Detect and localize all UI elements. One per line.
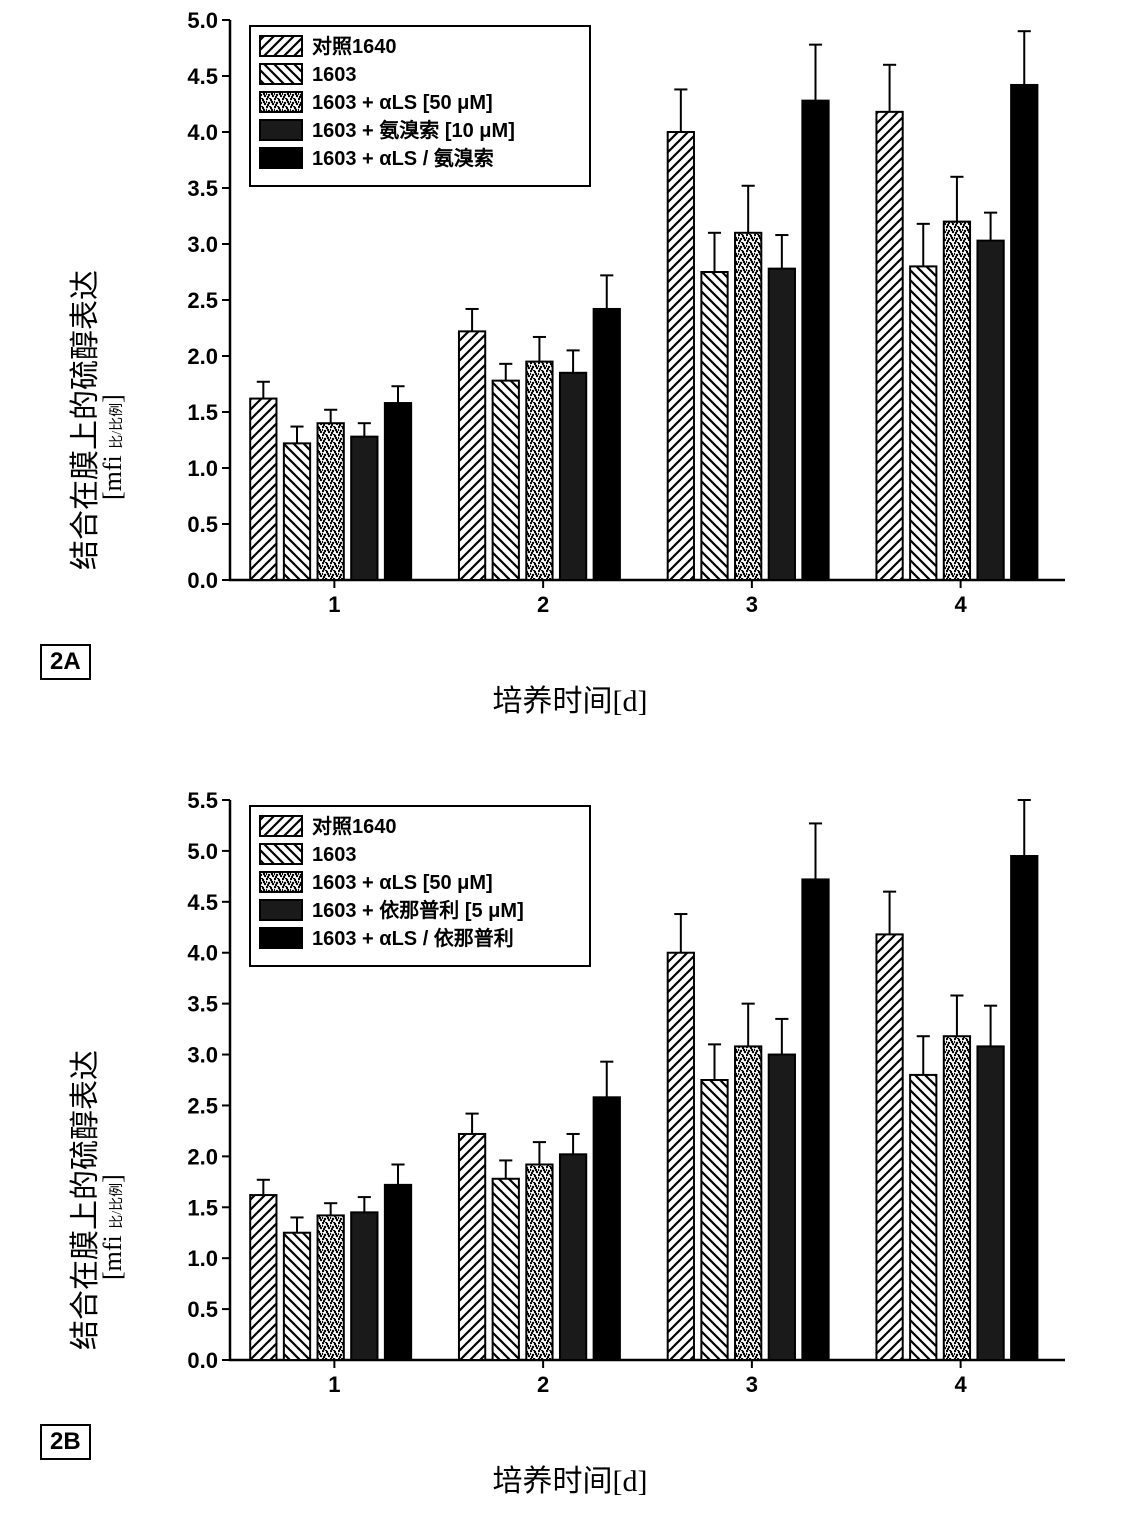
svg-text:0.5: 0.5 — [187, 512, 218, 537]
svg-text:4: 4 — [955, 592, 968, 617]
svg-text:1603: 1603 — [312, 844, 357, 866]
panel-2b: 结合在膜上的硫醇表达 [mfi 比/比例] 0.0 0.5 1.0 1.5 2.0 2.5… — [40, 780, 1100, 1500]
page: 结合在膜上的硫醇表达 [mfi 比/比例] 0.0 0.5 1.0 1.5 2.0 2.5… — [0, 0, 1147, 1535]
svg-text:3.5: 3.5 — [187, 176, 218, 201]
svg-text:0.0: 0.0 — [187, 1348, 218, 1373]
x-axis-label-a: 培养时间[d] — [40, 676, 1100, 720]
svg-text:1.5: 1.5 — [187, 400, 218, 425]
plot-area-b: 0.0 0.5 1.0 1.5 2.0 2.5 3.0 3.5 4.0 4.5 5.0 5.5 1 2 3 4… — [170, 790, 1080, 1410]
svg-text:4.0: 4.0 — [187, 120, 218, 145]
svg-text:1603 + αLS / 氨溴索: 1603 + αLS / 氨溴索 — [312, 146, 494, 170]
svg-text:1603 + αLS / 依那普利: 1603 + αLS / 依那普利 — [312, 926, 514, 950]
svg-text:5.5: 5.5 — [187, 788, 218, 813]
svg-text:3.5: 3.5 — [187, 992, 218, 1017]
svg-text:4.5: 4.5 — [187, 64, 218, 89]
y-unit-suffix-a: ] — [98, 394, 127, 403]
y-axis-unit-a: [mfi 比/比例] — [98, 394, 128, 500]
svg-text:1603 + αLS [50 μM]: 1603 + αLS [50 μM] — [312, 92, 493, 114]
y-unit-small-a: 比/比例 — [110, 403, 125, 449]
svg-text:0.5: 0.5 — [187, 1297, 218, 1322]
svg-text:3.0: 3.0 — [187, 232, 218, 257]
svg-text:4: 4 — [955, 1372, 968, 1397]
svg-text:2.5: 2.5 — [187, 1093, 218, 1118]
svg-text:3: 3 — [746, 1372, 758, 1397]
x-label-text-b: 培养时间[d] — [493, 1465, 648, 1498]
svg-text:1: 1 — [328, 1372, 340, 1397]
svg-text:2.5: 2.5 — [187, 288, 218, 313]
svg-text:1.0: 1.0 — [187, 456, 218, 481]
svg-text:4.5: 4.5 — [187, 890, 218, 915]
x-label-text-a: 培养时间[d] — [493, 685, 648, 718]
svg-text:3: 3 — [746, 592, 758, 617]
svg-text:4.0: 4.0 — [187, 941, 218, 966]
panel-label-box-b: 2B — [40, 1424, 91, 1460]
y-axis-unit-b: [mfi 比/比例] — [98, 1174, 128, 1280]
panel-label-box-a: 2A — [40, 644, 91, 680]
svg-text:1: 1 — [328, 592, 340, 617]
svg-text:5.0: 5.0 — [187, 839, 218, 864]
panel-2a: 结合在膜上的硫醇表达 [mfi 比/比例] 0.0 0.5 1.0 1.5 2.0 2.5… — [40, 0, 1100, 720]
svg-text:2: 2 — [537, 592, 549, 617]
svg-text:对照1640: 对照1640 — [312, 34, 397, 58]
x-axis-label-b: 培养时间[d] — [40, 1456, 1100, 1500]
svg-text:0.0: 0.0 — [187, 568, 218, 593]
chart-svg-a: 0.0 0.5 1.0 1.5 2.0 2.5 3.0 3.5 4.0 4.5 5.0 1 2 3 4 对照1… — [170, 10, 1080, 630]
y-unit-prefix-b: [mfi — [98, 1229, 127, 1280]
svg-text:5.0: 5.0 — [187, 8, 218, 33]
svg-text:3.0: 3.0 — [187, 1043, 218, 1068]
plot-area-a: 0.0 0.5 1.0 1.5 2.0 2.5 3.0 3.5 4.0 4.5 5.0 1 2 3 4 对照1… — [170, 10, 1080, 630]
chart-svg-b: 0.0 0.5 1.0 1.5 2.0 2.5 3.0 3.5 4.0 4.5 5.0 5.5 1 2 3 4… — [170, 790, 1080, 1410]
svg-text:1603 + 依那普利 [5 μM]: 1603 + 依那普利 [5 μM] — [312, 898, 524, 922]
y-axis-label-group-b: 结合在膜上的硫醇表达 [mfi 比/比例] — [50, 820, 140, 1340]
svg-text:1.0: 1.0 — [187, 1246, 218, 1271]
svg-text:2: 2 — [537, 1372, 549, 1397]
y-unit-small-b: 比/比例 — [110, 1183, 125, 1229]
svg-text:1603: 1603 — [312, 64, 357, 86]
svg-text:2.0: 2.0 — [187, 1144, 218, 1169]
svg-text:2.0: 2.0 — [187, 344, 218, 369]
svg-text:1603 + αLS [50 μM]: 1603 + αLS [50 μM] — [312, 872, 493, 894]
y-unit-suffix-b: ] — [98, 1174, 127, 1183]
svg-text:对照1640: 对照1640 — [312, 814, 397, 838]
y-axis-label-group-a: 结合在膜上的硫醇表达 [mfi 比/比例] — [50, 40, 140, 560]
svg-text:1603 + 氨溴索 [10 μM]: 1603 + 氨溴索 [10 μM] — [312, 118, 515, 142]
y-unit-prefix-a: [mfi — [98, 449, 127, 500]
svg-text:1.5: 1.5 — [187, 1195, 218, 1220]
